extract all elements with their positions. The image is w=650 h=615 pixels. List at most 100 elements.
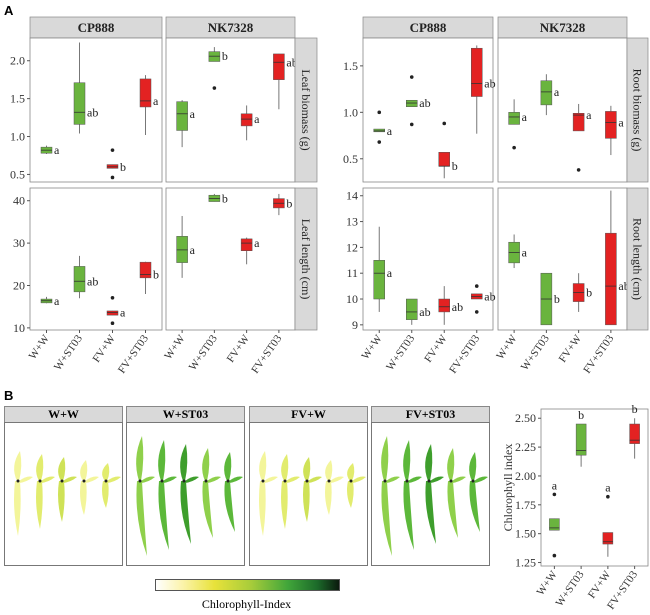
- box-iqr: [240, 238, 253, 251]
- facet-strip-label: NK7328: [208, 20, 254, 35]
- significance-letter: ab: [419, 96, 430, 110]
- leaf-photo-2: [126, 422, 245, 566]
- significance-letter: a: [605, 481, 611, 495]
- significance-letter: ab: [618, 279, 629, 293]
- leaf-upper: [469, 452, 477, 481]
- leaf-node-mark: [204, 479, 208, 483]
- leaf-upper: [259, 451, 267, 481]
- outlier-point: [110, 148, 115, 152]
- significance-letter: b: [586, 286, 592, 300]
- box-iqr: [605, 232, 617, 326]
- photo-strip-3: FV+W: [249, 406, 368, 423]
- leaf-side: [229, 476, 243, 483]
- outlier-point: [409, 75, 414, 79]
- significance-letter: a: [554, 85, 560, 99]
- leaf-x-label: W+ST03: [52, 332, 85, 372]
- leaf-row1-tick-label: 10: [13, 321, 25, 335]
- significance-letter: ab: [286, 55, 297, 69]
- outlier-point: [110, 295, 115, 300]
- leaf-side: [352, 476, 366, 483]
- significance-letter: b: [632, 402, 638, 416]
- significance-letter: b: [222, 192, 228, 206]
- leaf-upper: [325, 460, 333, 481]
- root-x-label: W+W: [359, 332, 385, 361]
- plot-panel: [29, 187, 163, 331]
- box-iqr: [273, 53, 285, 80]
- significance-letter: ab: [484, 77, 495, 91]
- leaf-node-mark: [60, 479, 64, 483]
- leaf-r0-p0-box-3: a: [139, 75, 159, 136]
- box-iqr: [629, 423, 640, 444]
- significance-letter: b: [554, 292, 560, 306]
- box-iqr: [605, 111, 617, 139]
- leaf-side: [163, 476, 177, 483]
- leaf-lower: [158, 481, 169, 550]
- significance-letter: a: [153, 94, 159, 108]
- leaf-side: [107, 476, 121, 483]
- root-r1-p1-box-1: b: [540, 272, 560, 326]
- leaf-side: [264, 476, 278, 483]
- leaf-lower: [425, 481, 436, 544]
- leaf-row0-tick-label: 1.5: [10, 92, 25, 106]
- leaf-node-mark: [160, 479, 164, 483]
- leaf-node-mark: [449, 479, 453, 483]
- panel-label-a: A: [4, 3, 14, 18]
- leaf-lower: [325, 481, 332, 515]
- leaf-r1-p0-box-2: a: [106, 295, 126, 326]
- outlier-point: [377, 110, 382, 115]
- significance-letter: a: [522, 246, 528, 260]
- root-x-label: W+W: [494, 332, 520, 361]
- leaf-lower: [58, 481, 65, 522]
- leaf-side: [19, 476, 33, 483]
- chlorophyll-x-label: FV+W: [586, 568, 614, 600]
- leaf-upper: [102, 463, 110, 481]
- leaf-r0-p1-box-3: ab: [273, 53, 298, 110]
- root-row1-tick-label: 12: [346, 240, 358, 254]
- leaf-node-mark: [327, 479, 331, 483]
- leaf-side: [41, 476, 55, 483]
- significance-letter: b: [120, 160, 126, 174]
- root-r1-p0-box-2: ab: [438, 286, 463, 325]
- chlorophyll-y-label: Chlorophyll index: [501, 444, 515, 532]
- leaf-side: [85, 476, 99, 483]
- leaf-upper: [224, 452, 232, 481]
- box-iqr: [406, 99, 418, 107]
- root-x-label: W+ST03: [384, 332, 417, 372]
- leaf-side: [330, 476, 344, 483]
- row-strip: [294, 187, 318, 331]
- box-iqr: [438, 298, 450, 313]
- root-r1-p0-box-1: ab: [406, 298, 431, 325]
- chlorophyll-box-0: a: [549, 478, 560, 558]
- chlorophyll-tick-label: 1.50: [515, 527, 536, 541]
- leaf-upper: [447, 448, 455, 481]
- leaf-r1-p1-box-1: b: [208, 192, 228, 206]
- box-iqr: [438, 152, 450, 167]
- leaf-photo-drawing: [259, 451, 366, 536]
- outlier-point: [474, 310, 479, 314]
- leaf-r1-p1-box-0: a: [176, 215, 196, 278]
- leaf-r1-p1-box-2: a: [240, 236, 260, 265]
- plot-panel: [497, 37, 628, 183]
- row-strip: [626, 37, 649, 183]
- root-r0-p0-box-2: b: [438, 121, 458, 179]
- leaf-upper: [281, 454, 289, 481]
- leaf-side: [430, 476, 444, 483]
- chlorophyll-x-label: W+W: [535, 568, 561, 597]
- leaf-lower: [303, 481, 310, 522]
- root-x-label: FV+ST03: [447, 332, 482, 375]
- leaf-node-mark: [383, 479, 387, 483]
- photo-strip-4: FV+ST03: [371, 406, 490, 423]
- outlier-point: [576, 168, 581, 172]
- root-r0-p0-box-3: ab: [471, 45, 496, 134]
- leaf-upper: [136, 436, 144, 481]
- leaf-lower: [347, 481, 354, 508]
- significance-letter: a: [618, 116, 624, 130]
- plot-panel: [362, 187, 494, 331]
- chlorophyll-colorbar: [155, 579, 340, 591]
- root-r0-p1-box-2: a: [572, 103, 592, 172]
- leaf-node-mark: [305, 479, 309, 483]
- leaf-x-label: FV+W: [225, 332, 253, 364]
- row-strip: [294, 37, 318, 183]
- leaf-side: [308, 476, 322, 483]
- leaf-side: [63, 476, 77, 483]
